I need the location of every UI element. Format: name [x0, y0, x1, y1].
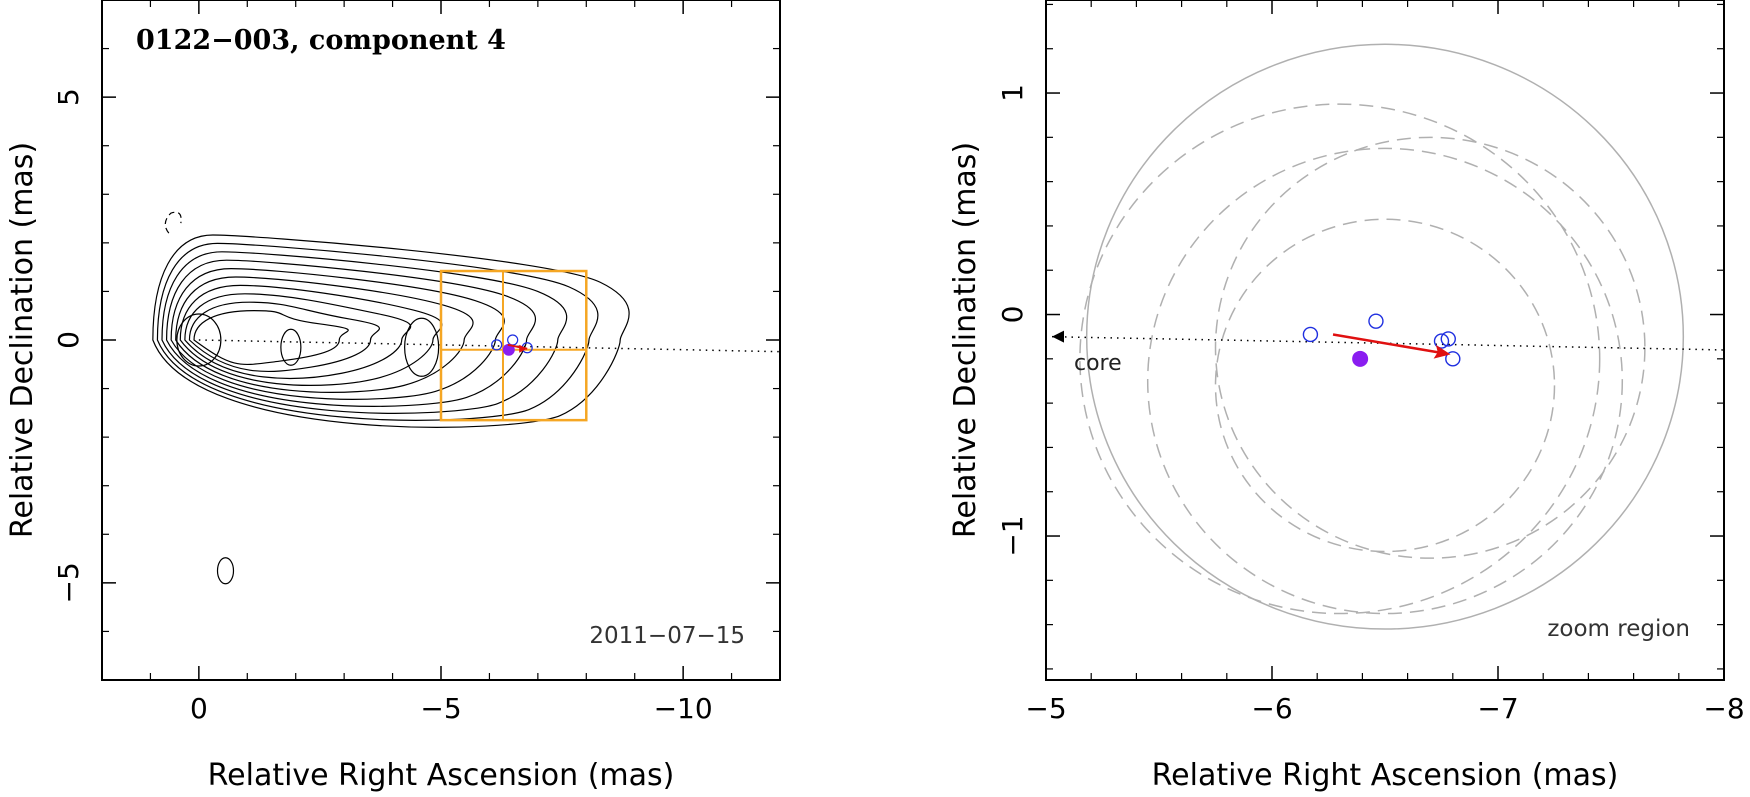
velocity-arrowhead — [519, 344, 528, 353]
x-tick-label: −6 — [1251, 692, 1292, 725]
x-tick-label: −5 — [1025, 692, 1066, 725]
contour-level — [165, 259, 536, 407]
left-x-axis-label: Relative Right Ascension (mas) — [208, 758, 675, 793]
contour-level — [152, 234, 630, 428]
x-tick-label: −8 — [1703, 692, 1744, 725]
contour-core — [280, 328, 302, 366]
x-tick-label: −5 — [420, 692, 461, 725]
mean-position-marker — [1352, 350, 1369, 367]
x-tick-label: −7 — [1477, 692, 1518, 725]
y-tick-label: −1 — [996, 515, 1029, 556]
epoch-position-marker — [1445, 351, 1461, 367]
epoch-position-marker — [1440, 331, 1456, 347]
contour-level — [193, 309, 349, 365]
epoch-position-marker — [491, 339, 503, 351]
left-overlay — [198, 269, 781, 422]
y-tick-label: 5 — [52, 88, 85, 106]
component-circle — [1085, 43, 1685, 630]
y-tick-label: −5 — [52, 562, 85, 603]
contour-level — [156, 242, 599, 421]
right-plot-area — [1051, 43, 1725, 630]
component-circle — [1214, 136, 1646, 559]
contour-level — [170, 267, 505, 400]
component-circle — [1214, 218, 1556, 553]
negative-contour — [164, 211, 182, 234]
core-label: core — [1074, 351, 1122, 376]
epoch-position-marker — [1302, 326, 1319, 343]
velocity-arrowhead — [1433, 344, 1451, 359]
x-tick-label: 0 — [190, 692, 208, 725]
contour-level — [161, 251, 568, 414]
contour-core — [404, 317, 440, 377]
component-circle — [1146, 147, 1624, 615]
core-direction-arrowhead — [1052, 330, 1064, 343]
y-tick-label: 0 — [996, 306, 1029, 324]
zoom-region-label: zoom region — [1547, 616, 1690, 642]
observation-date: 2011−07−15 — [589, 623, 745, 649]
mean-position-marker — [502, 343, 515, 356]
ridge-line — [1051, 335, 1725, 351]
left-axis-ticks: 0 −5 −10 5 0 −5 — [52, 0, 780, 725]
contour-level — [184, 293, 412, 380]
epoch-position-marker — [507, 334, 519, 346]
contour-lines — [152, 211, 630, 585]
contour-level — [175, 276, 474, 393]
right-y-axis-label: Relative Declination (mas) — [948, 142, 983, 538]
right-plot-frame — [1045, 0, 1725, 681]
right-axis-ticks: −5 −6 −7 −8 1 0 −1 — [996, 0, 1745, 725]
velocity-vector — [1332, 333, 1441, 354]
zoom-box — [439, 269, 588, 422]
right-x-axis-label: Relative Right Ascension (mas) — [1152, 758, 1619, 793]
left-y-axis-label: Relative Declination (mas) — [5, 142, 40, 538]
zoom-panel: −5 −6 −7 −8 1 0 −1 core zoom region Relative R… — [948, 0, 1745, 793]
x-tick-label: −10 — [654, 692, 713, 725]
contour-core — [176, 313, 222, 367]
contour-level — [188, 301, 380, 373]
contour-island — [216, 557, 235, 585]
y-tick-label: 0 — [52, 331, 85, 349]
epoch-position-marker — [1433, 333, 1450, 349]
map-title: 0122−003, component 4 — [136, 25, 506, 56]
epoch-position-marker — [1368, 313, 1384, 329]
component-circle — [1079, 103, 1601, 615]
contour-map-panel: 0 −5 −10 5 0 −5 0122−003, component 4 2011−07… — [5, 0, 781, 793]
y-tick-label: 1 — [996, 84, 1029, 102]
